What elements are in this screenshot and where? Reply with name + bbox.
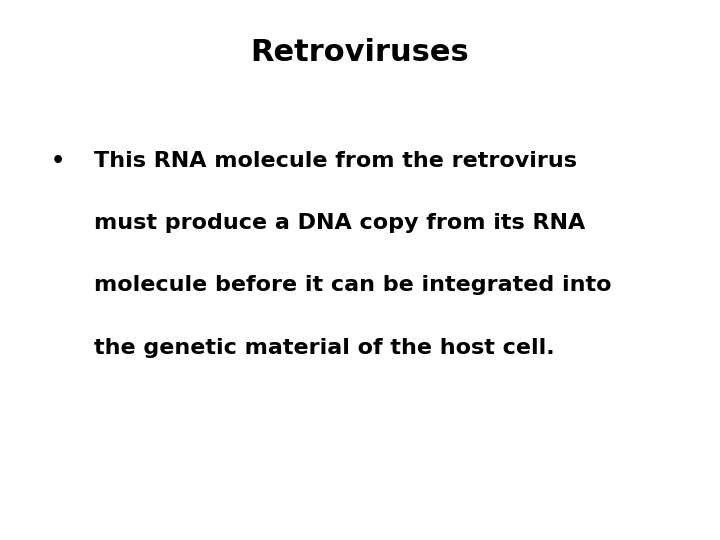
Text: This RNA molecule from the retrovirus: This RNA molecule from the retrovirus — [94, 151, 577, 171]
Text: Retroviruses: Retroviruses — [251, 38, 469, 67]
Text: molecule before it can be integrated into: molecule before it can be integrated int… — [94, 275, 611, 295]
Text: must produce a DNA copy from its RNA: must produce a DNA copy from its RNA — [94, 213, 585, 233]
Text: the genetic material of the host cell.: the genetic material of the host cell. — [94, 338, 554, 357]
Text: •: • — [50, 151, 65, 171]
